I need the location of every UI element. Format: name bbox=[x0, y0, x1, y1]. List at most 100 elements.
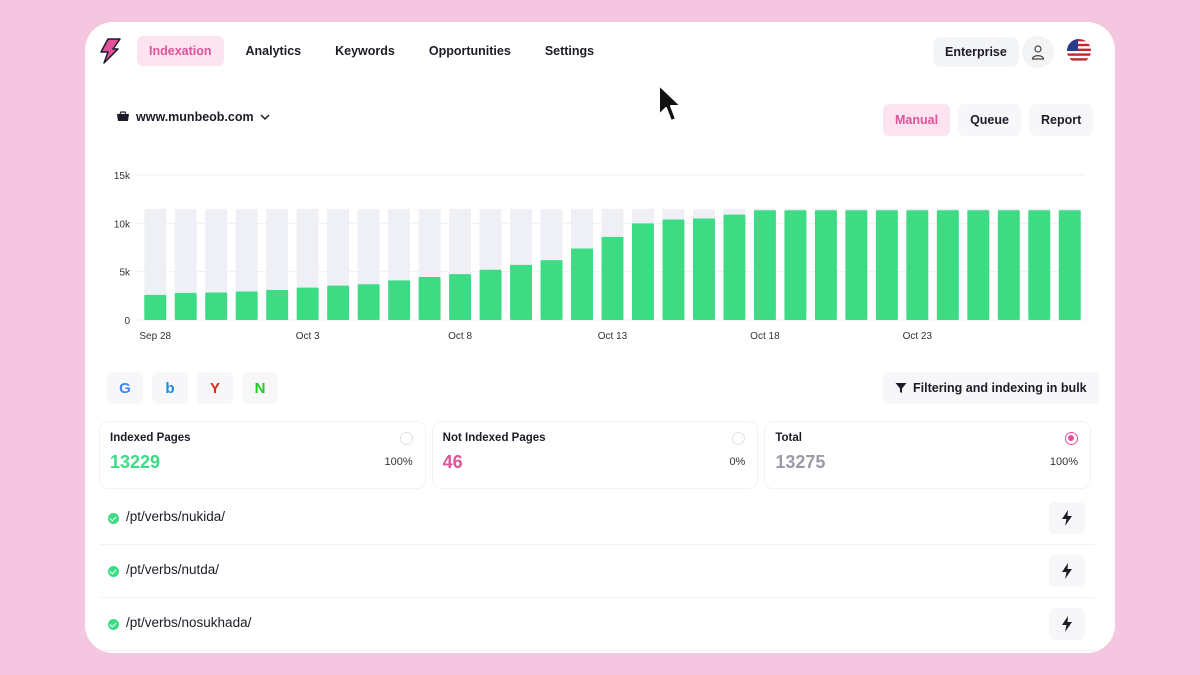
search-engine-selector: G b Y N bbox=[107, 372, 278, 404]
engine-naver-button[interactable]: N bbox=[242, 372, 278, 404]
stat-radio-selected[interactable] bbox=[1065, 432, 1079, 445]
app-logo-icon[interactable] bbox=[99, 38, 121, 64]
bulk-filter-label: Filtering and indexing in bulk bbox=[913, 381, 1087, 395]
index-now-button[interactable] bbox=[1049, 608, 1085, 640]
nav-item-keywords[interactable]: Keywords bbox=[335, 44, 395, 58]
indexed-bar bbox=[784, 210, 807, 320]
x-tick-label: Oct 18 bbox=[750, 331, 780, 342]
x-tick-label: Oct 8 bbox=[448, 331, 472, 342]
stat-not-indexed-pages[interactable]: Not Indexed Pages 46 0% bbox=[432, 422, 758, 488]
chevron-down-icon bbox=[260, 114, 270, 121]
user-account-button[interactable] bbox=[1022, 36, 1054, 68]
nav-item-analytics[interactable]: Analytics bbox=[245, 44, 302, 58]
index-now-button[interactable] bbox=[1049, 502, 1085, 534]
indexed-check-icon bbox=[108, 513, 119, 524]
engine-google-button[interactable]: G bbox=[107, 372, 143, 404]
x-tick-label: Oct 23 bbox=[903, 331, 933, 342]
view-tabs: Manual Queue Report bbox=[883, 104, 1094, 136]
indexed-bar bbox=[479, 269, 502, 320]
y-tick-label: 15k bbox=[114, 171, 131, 182]
nav-item-settings[interactable]: Settings bbox=[544, 44, 595, 58]
indexed-bar bbox=[205, 292, 228, 320]
stat-radio[interactable] bbox=[732, 432, 746, 445]
indexed-bar bbox=[235, 291, 258, 320]
yandex-icon: Y bbox=[209, 379, 220, 397]
url-path[interactable]: /pt/verbs/nosukhada/ bbox=[126, 615, 252, 630]
indexed-check-icon bbox=[108, 619, 119, 630]
indexed-bar bbox=[906, 210, 929, 320]
indexed-bar bbox=[662, 219, 685, 320]
indexed-bar bbox=[845, 210, 868, 320]
tab-report[interactable]: Report bbox=[1028, 104, 1094, 136]
total-bar bbox=[144, 208, 167, 320]
bing-icon: b bbox=[165, 379, 175, 397]
stat-value: 13229 bbox=[110, 452, 161, 472]
tab-manual[interactable]: Manual bbox=[883, 104, 951, 136]
indexed-bar bbox=[814, 210, 837, 320]
url-path[interactable]: /pt/verbs/nutda/ bbox=[126, 562, 220, 577]
indexed-bar bbox=[449, 274, 472, 320]
indexed-bar bbox=[632, 223, 654, 320]
tab-queue[interactable]: Queue bbox=[958, 104, 1021, 136]
index-now-button[interactable] bbox=[1049, 555, 1085, 587]
filter-icon bbox=[895, 383, 907, 393]
indexed-bar bbox=[1028, 210, 1051, 320]
bulk-filter-button[interactable]: Filtering and indexing in bulk bbox=[883, 372, 1099, 404]
url-path[interactable]: /pt/verbs/nukida/ bbox=[126, 509, 226, 524]
y-tick-label: 0 bbox=[124, 316, 130, 327]
indexed-bar bbox=[723, 214, 746, 320]
indexed-bar bbox=[388, 280, 411, 320]
user-icon bbox=[1031, 45, 1045, 60]
bolt-icon bbox=[1062, 563, 1072, 579]
x-tick-label: Oct 3 bbox=[296, 331, 320, 342]
google-icon: G bbox=[119, 379, 131, 397]
x-tick-label: Sep 28 bbox=[139, 331, 171, 342]
y-tick-label: 5k bbox=[119, 268, 131, 279]
stat-radio[interactable] bbox=[399, 432, 413, 445]
stat-label: Indexed Pages bbox=[110, 432, 191, 444]
indexed-bar bbox=[296, 287, 319, 320]
engine-yandex-button[interactable]: Y bbox=[197, 372, 233, 404]
indexed-bar bbox=[571, 248, 593, 320]
indexed-bar bbox=[510, 264, 533, 320]
indexed-bar bbox=[1058, 210, 1081, 320]
engine-bing-button[interactable]: b bbox=[152, 372, 188, 404]
indexed-bar bbox=[540, 260, 563, 320]
indexed-bar bbox=[936, 210, 959, 320]
indexed-bar bbox=[753, 210, 776, 320]
total-bar bbox=[174, 208, 197, 320]
mouse-cursor-icon bbox=[658, 84, 682, 122]
indexed-bar bbox=[144, 294, 167, 320]
main-nav: Indexation Analytics Keywords Opportunit… bbox=[137, 36, 606, 66]
indexed-bar bbox=[601, 236, 624, 320]
stat-indexed-pages[interactable]: Indexed Pages 13229 100% bbox=[100, 422, 425, 488]
y-tick-label: 10k bbox=[114, 219, 131, 230]
site-selector[interactable]: www.munbeob.com bbox=[116, 110, 270, 124]
bolt-icon bbox=[1062, 510, 1072, 526]
nav-item-indexation[interactable]: Indexation bbox=[137, 36, 224, 66]
stat-value: 46 bbox=[442, 452, 463, 472]
list-item[interactable]: /pt/verbs/nutda/ bbox=[100, 545, 1095, 598]
nav-item-opportunities[interactable]: Opportunities bbox=[428, 44, 511, 58]
indexed-bar bbox=[418, 276, 441, 320]
us-flag-icon[interactable] bbox=[1067, 39, 1091, 63]
indexed-bar bbox=[967, 210, 990, 320]
indexed-check-icon bbox=[108, 566, 119, 577]
url-list: /pt/verbs/nukida/ /pt/verbs/nutda/ /pt/v… bbox=[100, 492, 1095, 651]
list-item[interactable]: /pt/verbs/nosukhada/ bbox=[100, 598, 1095, 651]
stat-percent: 100% bbox=[1049, 456, 1079, 468]
stats-row: Indexed Pages 13229 100% Not Indexed Pag… bbox=[100, 422, 1091, 488]
indexation-chart: 15k 10k 5k 0 Sep 28 Oct 3 Oct 8 Oct 13 Oct 18 Oct… bbox=[100, 152, 1090, 382]
site-favicon-icon bbox=[117, 111, 129, 121]
stat-label: Total bbox=[775, 432, 802, 444]
bolt-icon bbox=[1062, 616, 1072, 632]
indexation-chart-svg: 15k 10k 5k 0 Sep 28 Oct 3 Oct 8 Oct 13 Oct 18 Oct… bbox=[114, 171, 1085, 342]
app-window: Indexation Analytics Keywords Opportunit… bbox=[85, 22, 1115, 653]
list-item[interactable]: /pt/verbs/nukida/ bbox=[100, 492, 1095, 545]
indexed-bar bbox=[266, 290, 289, 320]
total-bar bbox=[205, 208, 228, 320]
stat-percent: 0% bbox=[729, 456, 746, 468]
plan-button[interactable]: Enterprise bbox=[933, 37, 1019, 67]
indexed-bar bbox=[997, 210, 1020, 320]
stat-total[interactable]: Total 13275 100% bbox=[765, 422, 1091, 488]
